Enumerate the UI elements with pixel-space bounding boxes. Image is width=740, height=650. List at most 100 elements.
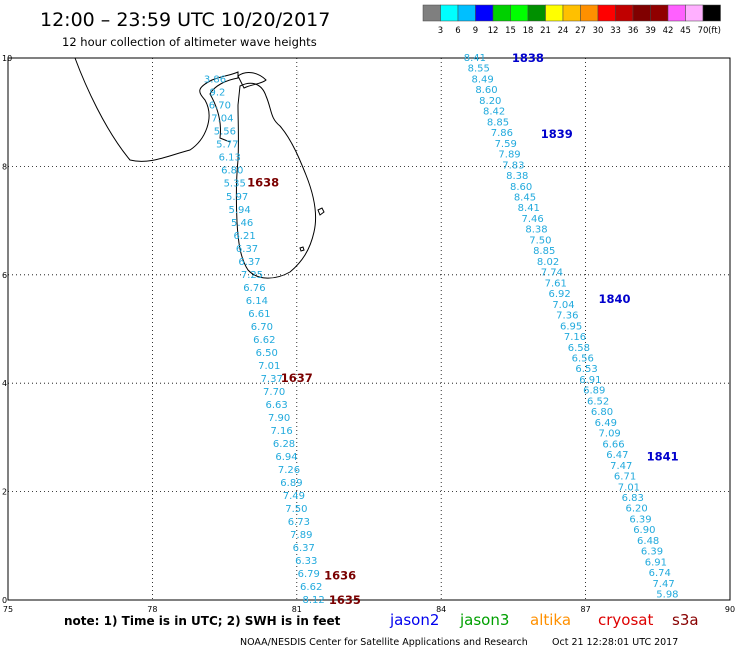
wave-height-value: 5.98: [656, 590, 678, 601]
y-tick-label: 10: [2, 54, 12, 63]
wave-height-value: 8.38: [525, 225, 547, 236]
map-frame: [7, 57, 731, 601]
y-tick-label: 0: [2, 596, 7, 605]
wave-height-value: 7.01: [258, 361, 280, 372]
mission-altika: altika: [530, 611, 571, 629]
scale-label: 9: [473, 26, 478, 36]
wave-height-value: 7.89: [498, 150, 520, 161]
y-tick-label: 2: [2, 488, 7, 497]
scale-swatch: [475, 4, 494, 22]
wave-height-value: 5.46: [231, 218, 253, 229]
scale-label: 3: [438, 26, 443, 36]
wave-height-value: 6.80: [221, 166, 243, 177]
footer-credit: NOAA/NESDIS Center for Satellite Applica…: [240, 637, 528, 648]
wave-height-value: 5.35: [224, 179, 246, 190]
wave-height-value: 7.46: [522, 214, 544, 225]
scale-swatch: [545, 4, 564, 22]
wave-height-value: 6.37: [238, 257, 260, 268]
x-tick-label: 78: [147, 605, 157, 614]
scale-label: 21: [540, 26, 551, 36]
scale-label: 27: [575, 26, 586, 36]
wave-height-value: 7.01: [618, 482, 640, 493]
wave-height-value: 6.89: [583, 386, 605, 397]
scale-label: 15: [505, 26, 516, 36]
scale-swatch: [580, 4, 599, 22]
island-1: [317, 207, 325, 216]
wave-height-value: 8.12: [303, 595, 325, 606]
scale-label: 42: [663, 26, 674, 36]
wave-height-value: 7.25: [241, 270, 263, 281]
wave-height-value: 6.50: [256, 348, 278, 359]
scale-swatch: [702, 4, 721, 22]
wave-height-value: 7.47: [610, 461, 632, 472]
india-coastline: [74, 57, 239, 162]
wave-height-value: 6.94: [275, 452, 297, 463]
mission-legend: jason2 jason3 altika cryosat s3a: [389, 611, 699, 629]
wave-height-value: 7.89: [290, 530, 312, 541]
altimeter-tracks: 3.86 9.2 6.70 7.04 5.56 5.77 6.13 6.80 5.35 5.97 5…: [204, 51, 679, 607]
wave-height-value: 6.49: [595, 418, 617, 429]
wave-height-value: 6.73: [288, 517, 310, 528]
wave-height-value: 8.60: [475, 85, 497, 96]
wave-height-value: 6.52: [587, 396, 609, 407]
page-title: 12:00 – 23:59 UTC 10/20/2017: [40, 9, 330, 31]
wave-height-value: 7.86: [491, 128, 513, 139]
scale-label: 39: [645, 26, 656, 36]
scale-label: 45: [680, 26, 691, 36]
wave-height-value: 8.20: [479, 96, 501, 107]
wave-height-value: 6.63: [266, 400, 288, 411]
wave-height-value: 5.77: [216, 140, 238, 151]
wave-height-value: 8.60: [510, 182, 532, 193]
scale-swatch: [562, 4, 581, 22]
wave-height-value: 6.20: [625, 504, 647, 515]
wave-height-value: 9.2: [209, 88, 225, 99]
wave-height-value: 8.85: [487, 117, 509, 128]
scale-label: 70: [698, 26, 709, 36]
wave-height-value: 6.39: [629, 514, 651, 525]
wave-height-value: 7.59: [495, 139, 517, 150]
wave-height-value: 7.04: [552, 300, 574, 311]
wave-height-value: 3.86: [204, 75, 226, 86]
wave-height-value: 6.74: [649, 568, 671, 579]
pass-time-label: 1839: [541, 127, 573, 141]
scale-swatch: [615, 4, 634, 22]
wave-height-value: 6.91: [579, 375, 601, 386]
wave-height-value: 6.70: [209, 101, 231, 112]
wave-height-value: 7.37: [261, 374, 283, 385]
scale-label: 30: [593, 26, 604, 36]
scale-swatch: [650, 4, 669, 22]
scale-label: 6: [455, 26, 460, 36]
wave-height-value: 6.71: [614, 472, 636, 483]
axis-tick-labels: 75 78 81 84 87 90 0 2 4 6 8 10: [2, 54, 735, 614]
wave-height-value: 7.50: [285, 504, 307, 515]
scale-label: 36: [628, 26, 639, 36]
wave-height-value: 8.55: [468, 64, 490, 75]
wave-height-value: 6.66: [602, 439, 624, 450]
scale-swatch: [667, 4, 686, 22]
scale-label: 33: [610, 26, 621, 36]
wave-height-value: 8.41: [464, 53, 486, 64]
wave-height-value: 8.02: [537, 257, 559, 268]
pass-time-label: 1636: [324, 569, 356, 583]
scale-label: 18: [523, 26, 534, 36]
page-subtitle: 12 hour collection of altimeter wave hei…: [62, 35, 317, 49]
x-tick-label: 81: [292, 605, 302, 614]
pass-time-label: 1838: [512, 51, 544, 65]
wave-height-value: 8.38: [506, 171, 528, 182]
wave-height-value: 6.70: [251, 322, 273, 333]
pass-time-label: 1635: [329, 593, 361, 607]
wave-height-value: 6.33: [295, 556, 317, 567]
wave-height-value: 7.74: [541, 268, 563, 279]
wave-height-value: 6.47: [606, 450, 628, 461]
pass-time-label: 1841: [647, 449, 679, 463]
track-1: 3.86 9.2 6.70 7.04 5.56 5.77 6.13 6.80 5.35 5.97 5…: [204, 75, 361, 607]
wave-height-value: 6.39: [641, 547, 663, 558]
x-tick-label: 87: [581, 605, 591, 614]
y-tick-label: 4: [2, 379, 7, 388]
pass-time-label: 1637: [281, 371, 313, 385]
wave-height-value: 6.92: [548, 289, 570, 300]
wave-height-value: 5.94: [229, 205, 251, 216]
wave-height-value: 7.09: [599, 429, 621, 440]
color-scale-legend: 3 6 9 12 15 18 21 24 27 30 33 36 39 42 45 70 (ft): [422, 4, 721, 36]
